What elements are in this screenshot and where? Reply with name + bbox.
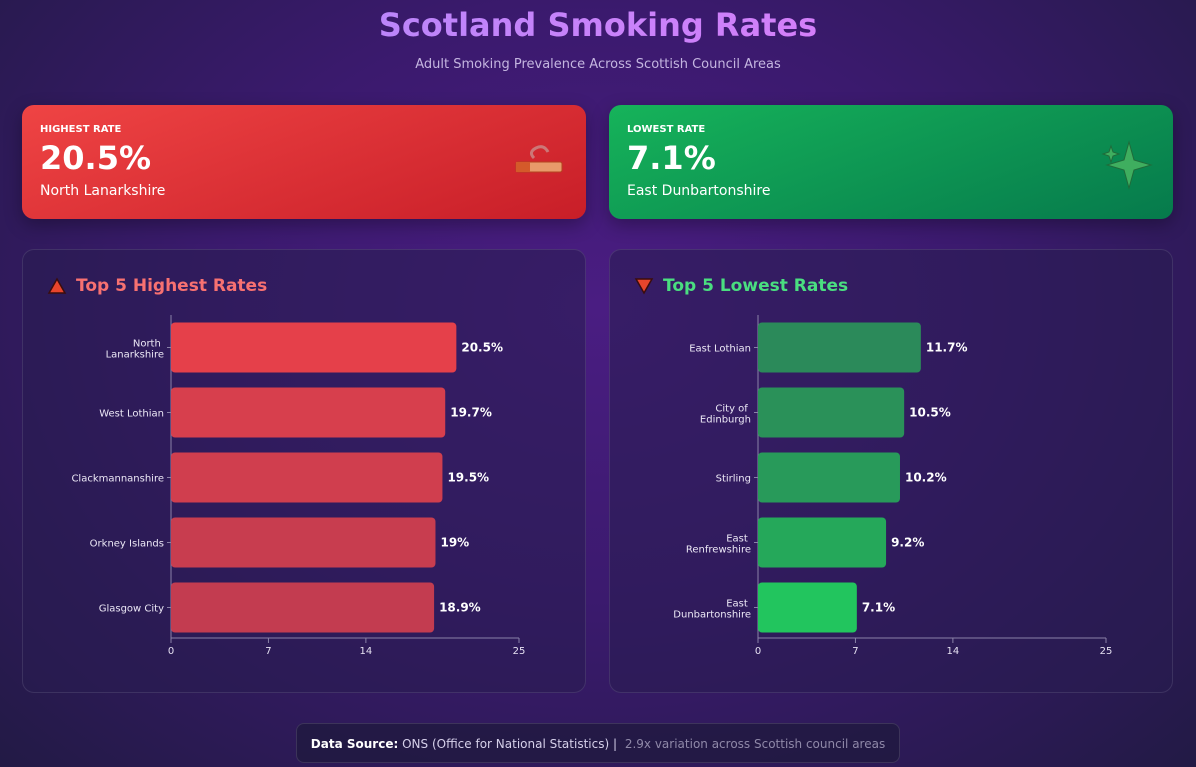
bar bbox=[171, 582, 435, 633]
footer-label: Data Source: bbox=[310, 737, 399, 751]
category-label: Stirling bbox=[716, 474, 751, 485]
category-label: Glasgow City bbox=[99, 604, 164, 615]
value-label: 18.9% bbox=[439, 601, 481, 615]
x-tick-label: 25 bbox=[1100, 646, 1113, 657]
chart-title: Top 5 Lowest Rates bbox=[663, 276, 848, 296]
bar bbox=[758, 322, 921, 373]
value-label: 10.2% bbox=[905, 471, 947, 485]
bar bbox=[171, 517, 436, 568]
value-label: 19% bbox=[440, 536, 469, 550]
bar bbox=[758, 517, 887, 568]
value-label: 10.5% bbox=[909, 406, 951, 420]
category-label: East Lothian bbox=[689, 344, 751, 355]
bar bbox=[758, 387, 905, 438]
bar bbox=[171, 452, 443, 503]
bar bbox=[171, 387, 446, 438]
bar bbox=[171, 322, 457, 373]
value-label: 19.5% bbox=[447, 471, 489, 485]
highest-card: HIGHEST RATE 20.5% North Lanarkshire bbox=[22, 105, 586, 219]
title-icon bbox=[47, 277, 67, 294]
value-label: 20.5% bbox=[461, 341, 503, 355]
chart-panel: Top 5 Lowest Rates 0 7 14 25 11.7% East Lothia… bbox=[609, 249, 1173, 693]
x-tick-label: 0 bbox=[168, 646, 174, 657]
footer: Data Source: ONS (Office for National St… bbox=[296, 723, 900, 763]
card-area: East Dunbartonshire bbox=[627, 183, 771, 199]
x-tick-label: 14 bbox=[360, 646, 373, 657]
x-tick-label: 7 bbox=[265, 646, 271, 657]
card-label: LOWEST RATE bbox=[627, 124, 706, 135]
value-label: 19.7% bbox=[450, 406, 492, 420]
x-tick-label: 7 bbox=[852, 646, 858, 657]
footer-note: 2.9x variation across Scottish council a… bbox=[624, 737, 886, 751]
subtitle: Adult Smoking Prevalence Across Scottish… bbox=[415, 57, 781, 72]
category-label: Clackmannanshire bbox=[71, 474, 164, 485]
category-label: East Renfrewshire bbox=[686, 534, 751, 556]
title-icon bbox=[634, 278, 654, 295]
category-label: North Lanarkshire bbox=[106, 339, 164, 361]
chart: Top 5 Highest Rates 0 7 14 25 20.5% North Lana… bbox=[47, 276, 526, 657]
title: Scotland Smoking Rates bbox=[0, 6, 1196, 44]
value-label: 9.2% bbox=[891, 536, 924, 550]
chart: Top 5 Lowest Rates 0 7 14 25 11.7% East Lothia… bbox=[634, 276, 1113, 657]
bar bbox=[758, 582, 857, 633]
card-area: North Lanarkshire bbox=[40, 183, 166, 199]
value-label: 11.7% bbox=[926, 341, 968, 355]
card-label: HIGHEST RATE bbox=[40, 124, 122, 135]
category-label: City of Edinburgh bbox=[700, 404, 751, 426]
value-label: 7.1% bbox=[862, 601, 895, 615]
sparkle-icon bbox=[1101, 140, 1153, 190]
bar bbox=[758, 452, 900, 503]
category-label: Orkney Islands bbox=[90, 539, 164, 550]
cigarette-icon bbox=[515, 145, 563, 173]
category-label: West Lothian bbox=[99, 409, 164, 420]
category-label: East Dunbartonshire bbox=[673, 599, 751, 621]
chart-title: Top 5 Highest Rates bbox=[76, 276, 267, 296]
card-value: 7.1% bbox=[627, 139, 716, 177]
card-value: 20.5% bbox=[40, 139, 152, 177]
x-tick-label: 0 bbox=[755, 646, 761, 657]
chart-panel: Top 5 Highest Rates 0 7 14 25 20.5% North Lana… bbox=[22, 249, 586, 693]
lowest-card: LOWEST RATE 7.1% East Dunbartonshire bbox=[609, 105, 1173, 219]
x-tick-label: 25 bbox=[513, 646, 526, 657]
footer-source: ONS (Office for National Statistics) | bbox=[402, 737, 617, 751]
x-tick-label: 14 bbox=[947, 646, 960, 657]
